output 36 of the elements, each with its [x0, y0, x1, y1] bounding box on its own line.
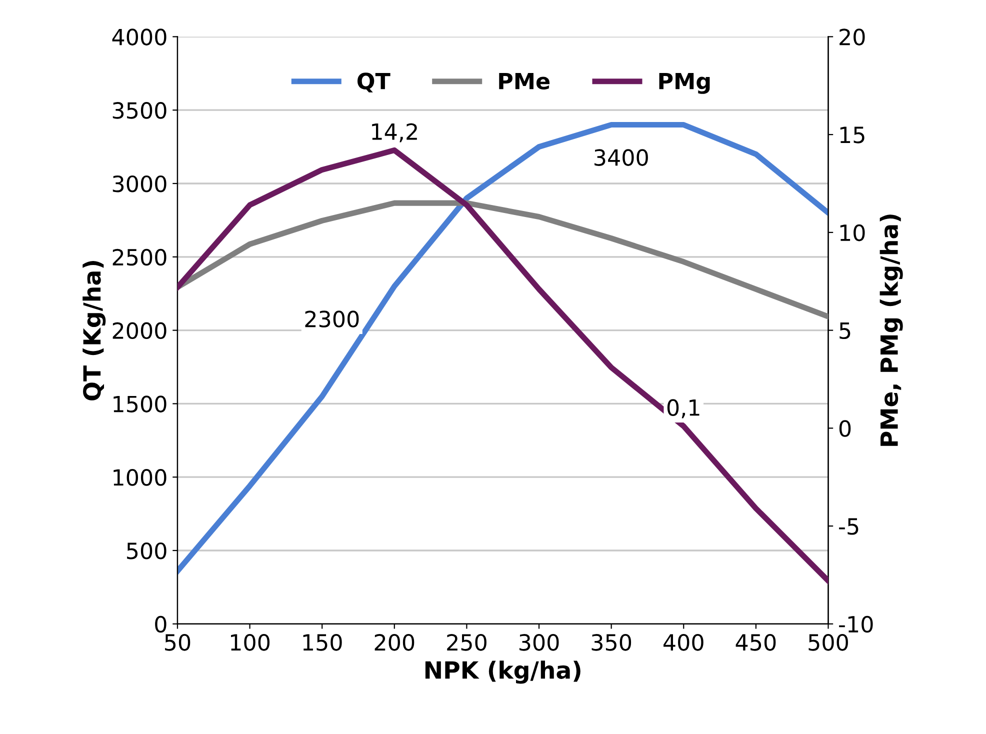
legend-label: PMe: [499, 72, 550, 90]
data-label: 3400: [594, 149, 648, 166]
y-tick-label: 3500: [112, 102, 166, 119]
x-tick-label: 500: [808, 634, 848, 651]
y2-tick-label: -5: [839, 518, 858, 535]
data-label: 2300: [305, 310, 359, 328]
y2-tick-label: 20: [840, 28, 865, 46]
y2-tick-label: 10: [840, 224, 865, 242]
x-tick-label: 250: [447, 634, 486, 651]
y-tick-label: 2500: [112, 248, 166, 266]
y-tick-label: 0: [155, 616, 166, 633]
x-tick-label: 450: [736, 634, 776, 651]
y-tick-label: 1000: [114, 469, 166, 486]
y-tick-label: 500: [127, 542, 166, 560]
y2-tick-label: -10: [839, 616, 873, 633]
x-tick-label: 400: [664, 634, 704, 651]
x-tick-label: 50: [165, 634, 190, 651]
y-tick-label: 1500: [114, 396, 166, 412]
y2-axis-title: PMe, PMg (kg/ha): [880, 214, 903, 446]
x-tick-label: 150: [303, 634, 342, 651]
data-label: 0,1: [667, 399, 700, 418]
x-tick-label: 200: [374, 634, 414, 651]
y2-tick-label: 15: [840, 126, 864, 144]
y-tick-label: 4000: [112, 28, 166, 46]
x-tick-label: 350: [592, 634, 632, 651]
legend-label: QT: [357, 72, 390, 92]
data-label: 14,2: [372, 123, 417, 142]
y-tick-label: 2000: [112, 322, 166, 340]
x-tick-label: 100: [231, 634, 270, 651]
x-tick-label: 300: [520, 634, 559, 651]
y2-tick-label: 5: [840, 322, 850, 340]
y-tick-label: 3000: [112, 175, 166, 192]
x-axis-title: NPK (kg/ha): [425, 660, 580, 684]
y2-tick-label: 0: [839, 420, 851, 437]
legend-label: PMg: [659, 72, 710, 94]
y-axis-title: QT (Kg/ha): [82, 261, 106, 400]
